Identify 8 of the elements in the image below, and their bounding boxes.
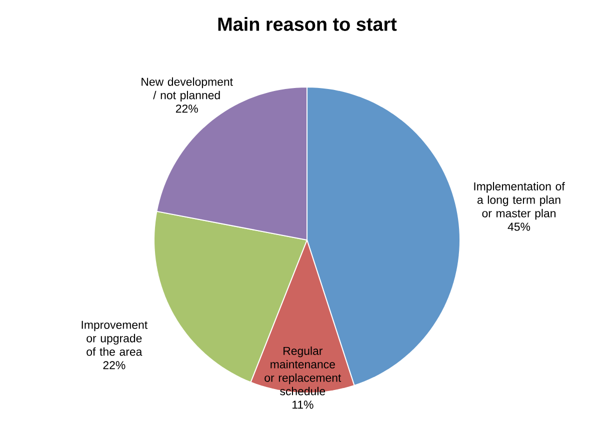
data-label: 22% — [176, 104, 198, 113]
slice-label: Implementation of a long term plan or master plan — [474, 182, 565, 220]
data-label: 22% — [103, 361, 126, 370]
data-label: 45% — [508, 222, 530, 231]
data-label: 11% — [292, 400, 314, 409]
chart-title: Main reason to start — [218, 17, 397, 31]
slice-label: New development / not planned — [142, 77, 233, 102]
slice-label: Improvement or upgrade of the area — [82, 320, 148, 356]
